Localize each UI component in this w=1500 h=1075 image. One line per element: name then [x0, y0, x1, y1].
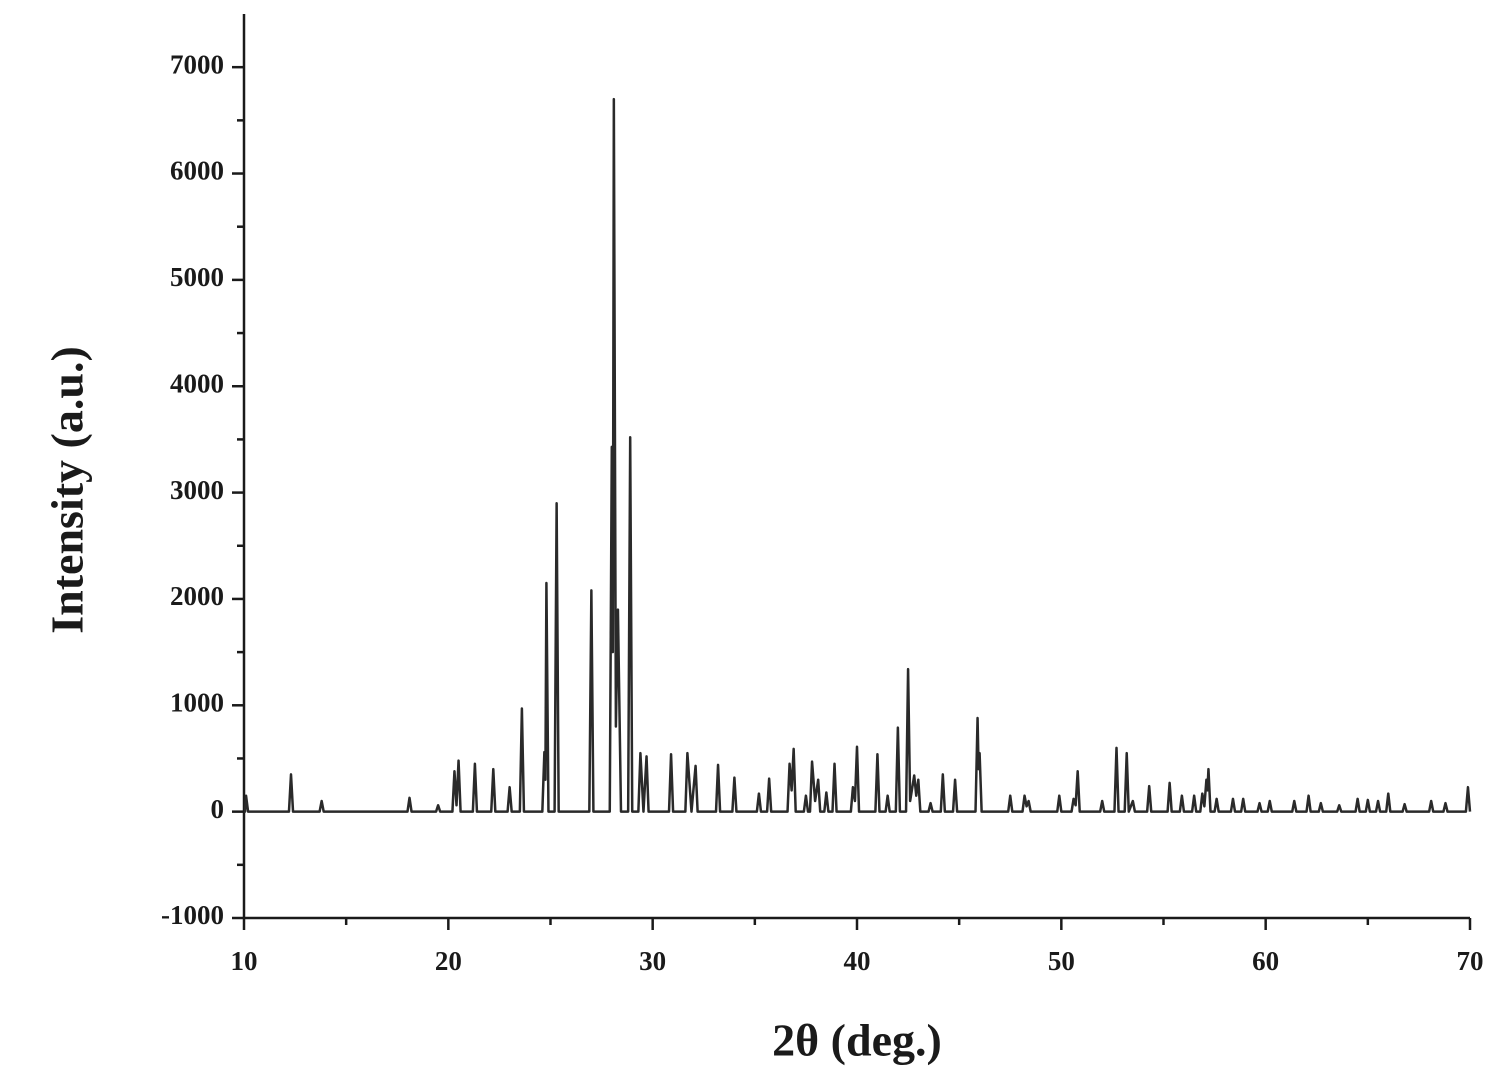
y-tick-label: 6000	[170, 156, 224, 186]
x-tick-label: 60	[1252, 946, 1279, 976]
x-tick-label: 40	[844, 946, 871, 976]
x-tick-label: 10	[231, 946, 258, 976]
y-tick-label: 1000	[170, 687, 224, 717]
y-tick-label: 5000	[170, 262, 224, 292]
y-tick-label: 0	[211, 794, 225, 824]
y-tick-label: 2000	[170, 581, 224, 611]
x-tick-label: 70	[1457, 946, 1484, 976]
y-tick-label: 7000	[170, 49, 224, 79]
y-tick-label: 3000	[170, 475, 224, 505]
data-line	[243, 97, 1472, 813]
y-tick-label: 4000	[170, 368, 224, 398]
x-tick-label: 20	[435, 946, 462, 976]
x-tick-label: 50	[1048, 946, 1075, 976]
x-tick-label: 30	[639, 946, 666, 976]
y-tick-label: -1000	[161, 900, 224, 930]
x-axis-title: 2θ (deg.)	[772, 1015, 942, 1066]
y-axis-title: Intensity (a.u.)	[42, 346, 93, 634]
